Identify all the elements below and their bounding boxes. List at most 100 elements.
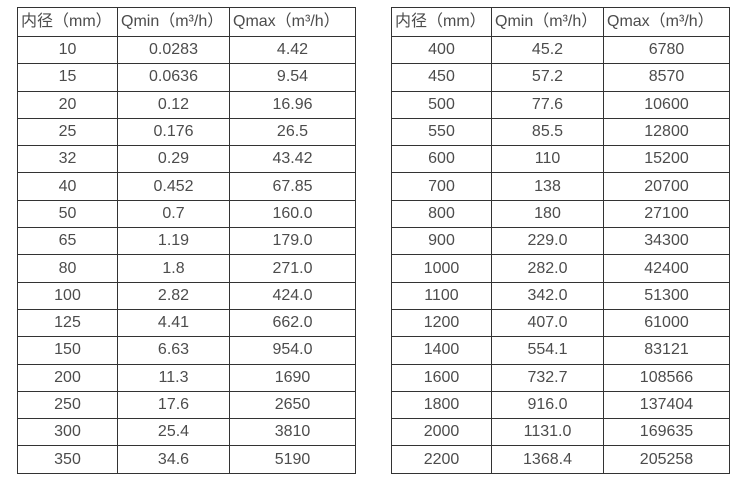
qmin-cell: 732.7 — [491, 363, 604, 392]
qmin-cell: 0.452 — [117, 172, 230, 201]
diameter-cell: 450 — [391, 63, 492, 92]
qmax-column-header: Qmax（m³/h） — [229, 7, 356, 37]
table-row: 300 25.4 3810 — [17, 418, 356, 447]
table-row: 350 34.6 5190 — [17, 445, 356, 474]
qmin-cell: 110 — [491, 145, 604, 174]
table-row: 125 4.41 662.0 — [17, 308, 356, 338]
qmin-cell: 229.0 — [491, 227, 604, 256]
table-row: 100 2.82 424.0 — [17, 281, 356, 310]
qmax-column-header: Qmax（m³/h） — [603, 7, 730, 37]
diameter-cell: 600 — [391, 145, 492, 174]
qmax-cell: 3810 — [229, 418, 356, 447]
qmin-cell: 1131.0 — [491, 418, 604, 447]
table-row: 40 0.452 67.85 — [17, 172, 356, 201]
qmin-cell: 0.12 — [117, 90, 230, 119]
qmin-column-header: Qmin（m³/h） — [491, 7, 604, 37]
qmin-cell: 17.6 — [117, 390, 230, 420]
qmin-cell: 6.63 — [117, 336, 230, 365]
diameter-cell: 700 — [391, 172, 492, 201]
qmin-cell: 2.82 — [117, 281, 230, 310]
qmin-cell: 342.0 — [491, 281, 604, 310]
table-row: 15 0.0636 9.54 — [17, 63, 356, 92]
diameter-cell: 1000 — [391, 254, 492, 283]
table-row: 250 17.6 2650 — [17, 390, 356, 420]
diameter-cell: 80 — [17, 254, 118, 283]
diameter-cell: 20 — [17, 90, 118, 119]
diameter-cell: 900 — [391, 227, 492, 256]
table-row: 400 45.2 6780 — [391, 35, 730, 65]
qmax-cell: 271.0 — [229, 254, 356, 283]
qmin-cell: 57.2 — [491, 63, 604, 92]
diameter-cell: 25 — [17, 117, 118, 147]
diameter-cell: 50 — [17, 199, 118, 229]
qmin-cell: 45.2 — [491, 35, 604, 65]
qmax-cell: 10600 — [603, 90, 730, 119]
table-row: 1800 916.0 137404 — [391, 390, 730, 420]
diameter-cell: 250 — [17, 390, 118, 420]
table-row: 2000 1131.0 169635 — [391, 418, 730, 447]
qmax-cell: 662.0 — [229, 308, 356, 338]
qmax-cell: 20700 — [603, 172, 730, 201]
table-row: 600 110 15200 — [391, 145, 730, 174]
qmax-cell: 160.0 — [229, 199, 356, 229]
diameter-column-header: 内径（mm） — [17, 7, 118, 37]
diameter-cell: 1600 — [391, 363, 492, 392]
table-row: 50 0.7 160.0 — [17, 199, 356, 229]
table-row: 200 11.3 1690 — [17, 363, 356, 392]
header-row: 内径（mm） Qmin（m³/h） Qmax（m³/h） — [391, 7, 730, 37]
diameter-cell: 1400 — [391, 336, 492, 365]
qmax-cell: 108566 — [603, 363, 730, 392]
qmin-cell: 554.1 — [491, 336, 604, 365]
qmin-cell: 0.7 — [117, 199, 230, 229]
diameter-cell: 400 — [391, 35, 492, 65]
table-row: 500 77.6 10600 — [391, 90, 730, 119]
qmin-cell: 77.6 — [491, 90, 604, 119]
qmax-cell: 179.0 — [229, 227, 356, 256]
table-row: 65 1.19 179.0 — [17, 227, 356, 256]
qmin-cell: 916.0 — [491, 390, 604, 420]
diameter-cell: 150 — [17, 336, 118, 365]
qmin-cell: 138 — [491, 172, 604, 201]
qmax-cell: 67.85 — [229, 172, 356, 201]
qmax-cell: 51300 — [603, 281, 730, 310]
diameter-cell: 550 — [391, 117, 492, 147]
table-row: 1000 282.0 42400 — [391, 254, 730, 283]
qmax-cell: 12800 — [603, 117, 730, 147]
diameter-cell: 1800 — [391, 390, 492, 420]
diameter-cell: 15 — [17, 63, 118, 92]
table-row: 1100 342.0 51300 — [391, 281, 730, 310]
qmin-cell: 180 — [491, 199, 604, 229]
diameter-cell: 100 — [17, 281, 118, 310]
qmin-cell: 1368.4 — [491, 445, 604, 474]
table-row: 20 0.12 16.96 — [17, 90, 356, 119]
qmax-cell: 137404 — [603, 390, 730, 420]
table-row: 550 85.5 12800 — [391, 117, 730, 147]
diameter-cell: 800 — [391, 199, 492, 229]
table-row: 2200 1368.4 205258 — [391, 445, 730, 474]
diameter-cell: 300 — [17, 418, 118, 447]
qmax-cell: 42400 — [603, 254, 730, 283]
qmin-cell: 85.5 — [491, 117, 604, 147]
qmax-cell: 205258 — [603, 445, 730, 474]
diameter-cell: 2200 — [391, 445, 492, 474]
qmax-cell: 4.42 — [229, 35, 356, 65]
table-row: 700 138 20700 — [391, 172, 730, 201]
table-row: 800 180 27100 — [391, 199, 730, 229]
qmax-cell: 1690 — [229, 363, 356, 392]
table-row: 32 0.29 43.42 — [17, 145, 356, 174]
qmin-cell: 0.0636 — [117, 63, 230, 92]
qmax-cell: 954.0 — [229, 336, 356, 365]
table-row: 1400 554.1 83121 — [391, 336, 730, 365]
table-row: 450 57.2 8570 — [391, 63, 730, 92]
flow-rate-table-left: 内径（mm） Qmin（m³/h） Qmax（m³/h） 10 0.0283 4.42 1… — [17, 7, 356, 474]
qmax-cell: 27100 — [603, 199, 730, 229]
qmin-cell: 1.8 — [117, 254, 230, 283]
table-row: 900 229.0 34300 — [391, 227, 730, 256]
qmin-cell: 25.4 — [117, 418, 230, 447]
diameter-column-header: 内径（mm） — [391, 7, 492, 37]
qmax-cell: 43.42 — [229, 145, 356, 174]
diameter-cell: 350 — [17, 445, 118, 474]
diameter-cell: 65 — [17, 227, 118, 256]
table-row: 150 6.63 954.0 — [17, 336, 356, 365]
